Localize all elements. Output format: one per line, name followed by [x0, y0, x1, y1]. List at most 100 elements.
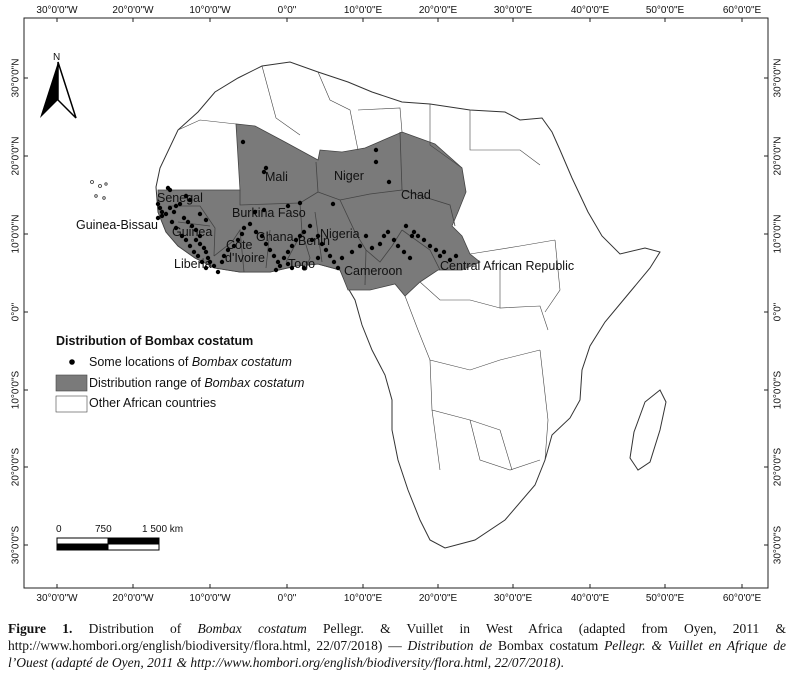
- occurrence-point: [301, 229, 307, 235]
- occurrence-point: [330, 201, 336, 207]
- north-label: N: [53, 52, 60, 63]
- occurrence-point: [195, 253, 201, 259]
- longitude-tick-label: 40°0'0"E: [571, 593, 610, 604]
- occurrence-point: [441, 249, 447, 255]
- occurrence-point: [275, 259, 281, 265]
- occurrence-point: [189, 223, 195, 229]
- occurrence-point: [401, 249, 407, 255]
- occurrence-point: [373, 147, 379, 153]
- label-cote-divoire-1: Côte: [226, 238, 252, 252]
- latitude-tick-label: 0°0": [11, 302, 22, 321]
- occurrence-point: [297, 233, 303, 239]
- north-arrow-outline: [57, 61, 77, 119]
- occurrence-point: [349, 249, 355, 255]
- occurrence-point: [199, 259, 205, 265]
- figure-caption: Figure 1. Distribution of Bombax costatu…: [8, 620, 786, 671]
- left-latitude-ticks: 30°0'0"N 20°0'0"N 10°0'0"N 0°0" 10°0'0"S 20°0…: [11, 59, 28, 564]
- latitude-tick-label: 30°0'0"S: [11, 525, 22, 564]
- north-arrow-icon: [40, 62, 58, 118]
- madagascar: [629, 389, 667, 471]
- caption-species-1: Bombax costatum: [197, 621, 307, 636]
- occurrence-point: [169, 219, 175, 225]
- caption-figure-number: Figure 1.: [8, 621, 73, 636]
- longitude-tick-label: 30°0'0"E: [494, 593, 533, 604]
- longitude-tick-label: 30°0'0"W: [36, 593, 78, 604]
- occurrence-point: [415, 233, 421, 239]
- top-longitude-ticks: 30°0'0"W 20°0'0"W 10°0'0"W 0°0" 10°0'0"E 20°0…: [36, 5, 762, 22]
- occurrence-point: [297, 200, 303, 206]
- occurrence-point: [173, 203, 179, 209]
- occurrence-point: [239, 231, 245, 237]
- longitude-tick-label: 30°0'0"E: [494, 5, 533, 16]
- occurrence-point: [163, 211, 169, 217]
- longitude-tick-label: 20°0'0"W: [112, 593, 154, 604]
- latitude-tick-label: 10°0'0"N: [11, 215, 22, 254]
- occurrence-point: [285, 261, 291, 267]
- latitude-tick-label: 30°0'0"N: [773, 59, 784, 98]
- latitude-tick-label: 10°0'0"S: [11, 370, 22, 409]
- occurrence-point: [261, 207, 267, 213]
- label-togo: Togo: [288, 257, 315, 271]
- occurrence-point: [407, 255, 413, 261]
- occurrence-point: [215, 269, 221, 275]
- occurrence-point: [197, 211, 203, 217]
- longitude-tick-label: 20°0'0"W: [112, 5, 154, 16]
- occurrence-point: [409, 233, 415, 239]
- label-cameroon: Cameroon: [344, 264, 402, 278]
- occurrence-point: [263, 241, 269, 247]
- longitude-tick-label: 50°0'0"E: [646, 593, 685, 604]
- occurrence-point: [363, 233, 369, 239]
- occurrence-point: [193, 227, 199, 233]
- latitude-tick-label: 20°0'0"S: [773, 447, 784, 486]
- label-ghana: Ghana: [256, 230, 294, 244]
- occurrence-point: [289, 243, 295, 249]
- legend: Distribution of Bombax costatum Some loc…: [55, 334, 304, 413]
- occurrence-point: [385, 229, 391, 235]
- latitude-tick-label: 0°0": [773, 302, 784, 321]
- longitude-tick-label: 10°0'0"W: [189, 5, 231, 16]
- scale-segment-2: [107, 537, 160, 545]
- occurrence-point: [386, 179, 392, 185]
- occurrence-point: [203, 249, 209, 255]
- occurrence-point: [315, 233, 321, 239]
- caption-text-2: Pellegr. & Vuillet in West Africa (adapt…: [8, 621, 787, 653]
- occurrence-point: [301, 265, 307, 271]
- legend-item-other: Other African countries: [89, 396, 216, 410]
- occurrence-point: [319, 241, 325, 247]
- right-latitude-ticks: 30°0'0"N 20°0'0"N 10°0'0"N 0°0" 10°0'0"S 20°0…: [764, 59, 784, 564]
- occurrence-point: [273, 267, 279, 273]
- occurrence-point: [271, 253, 277, 259]
- occurrence-point: [252, 209, 258, 215]
- label-niger: Niger: [334, 169, 364, 183]
- occurrence-point: [285, 203, 291, 209]
- longitude-tick-label: 10°0'0"E: [344, 593, 383, 604]
- occurrence-point: [167, 187, 173, 193]
- longitude-tick-label: 10°0'0"W: [189, 593, 231, 604]
- occurrence-point: [453, 253, 459, 259]
- occurrence-point: [187, 197, 193, 203]
- occurrence-point: [307, 223, 313, 229]
- legend-item-points: Some locations of Bombax costatum: [89, 355, 292, 369]
- occurrence-point: [391, 237, 397, 243]
- legend-point-symbol: [69, 359, 75, 365]
- scale-segment-1: [56, 537, 109, 545]
- occurrence-point: [225, 247, 231, 253]
- occurrence-point: [183, 237, 189, 243]
- occurrence-point: [203, 217, 209, 223]
- occurrence-point: [173, 225, 179, 231]
- occurrence-point: [155, 215, 161, 221]
- occurrence-point: [183, 193, 189, 199]
- occurrence-point: [335, 265, 341, 271]
- latitude-tick-label: 10°0'0"N: [773, 215, 784, 254]
- caption-french-1: Distribution de: [407, 638, 498, 653]
- caption-french-2: Pellegr. & Vuillet en Afrique de l’Ouest…: [8, 638, 786, 670]
- occurrence-point: [315, 255, 321, 261]
- legend-title: Distribution of Bombax costatum: [56, 334, 253, 348]
- occurrence-point: [267, 247, 273, 253]
- occurrence-point: [263, 165, 269, 171]
- occurrence-point: [339, 255, 345, 261]
- occurrence-point: [201, 245, 207, 251]
- scale-label-750: 750: [95, 524, 112, 535]
- occurrence-point: [327, 253, 333, 259]
- occurrence-point: [253, 229, 259, 235]
